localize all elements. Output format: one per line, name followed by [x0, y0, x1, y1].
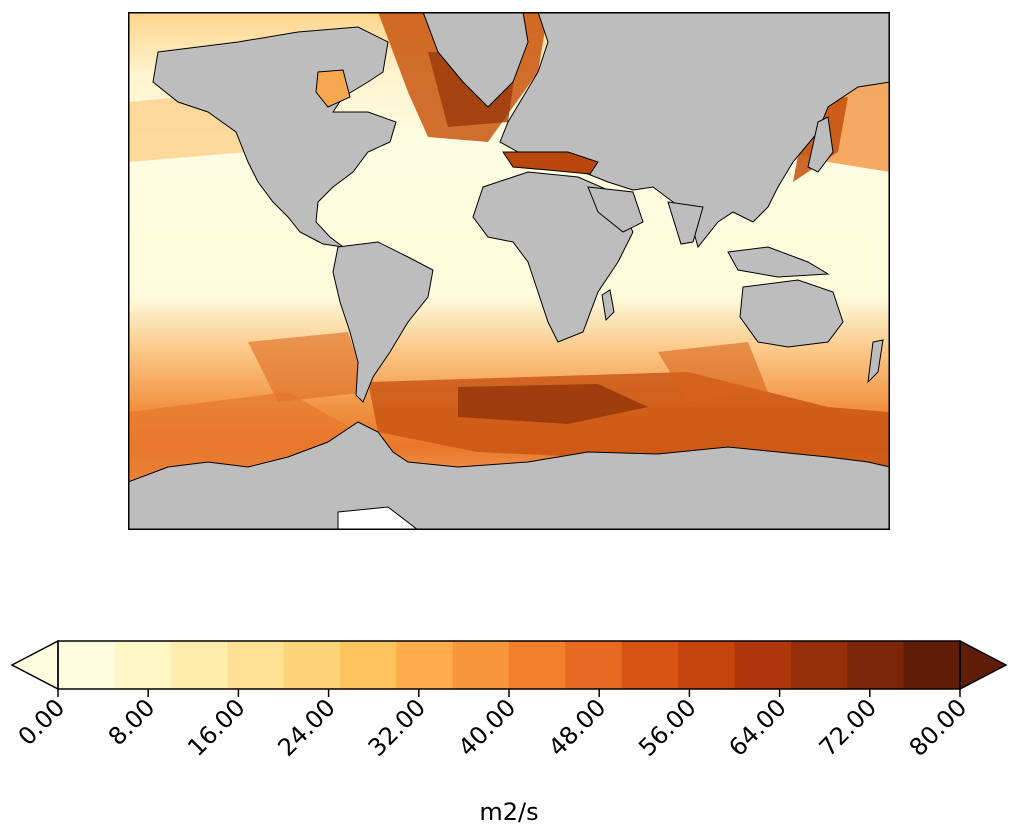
colorbar-bin	[396, 641, 454, 689]
colorbar-extend-min-triangle	[10, 639, 59, 691]
colorbar-bin	[114, 641, 172, 689]
colorbar-ticks: 0.00 8.00 16.00 24.00 32.00 40.00 48.00 56.00 64…	[13, 689, 972, 762]
colorbar-tick-label: 24.00	[272, 693, 340, 761]
colorbar-tick-label: 32.00	[363, 693, 431, 761]
global-map	[128, 12, 890, 530]
india	[667, 201, 704, 245]
antarctic-shelf	[337, 506, 419, 530]
new-zealand	[867, 339, 884, 384]
colorbar-bin	[847, 641, 905, 689]
colorbar-bin	[903, 641, 961, 689]
colorbar-bin	[790, 641, 848, 689]
colorbar-bin	[170, 641, 228, 689]
colorbar-tick-label: 40.00	[453, 693, 521, 761]
colorbar-bins	[58, 641, 961, 689]
colorbar-tick-label: 80.00	[904, 693, 972, 761]
colorbar-unit-label: m2/s	[479, 798, 538, 826]
colorbar-bin	[621, 641, 679, 689]
colorbar-extend-max-triangle	[959, 639, 1008, 691]
colorbar-tick-label: 48.00	[543, 693, 611, 761]
colorbar-tick-label: 64.00	[723, 693, 791, 761]
colorbar-tick-label: 56.00	[633, 693, 701, 761]
colorbar-bin	[452, 641, 510, 689]
africa	[472, 171, 634, 343]
maritime-continent	[727, 246, 830, 278]
colorbar-tick-label: 72.00	[814, 693, 882, 761]
colorbar-bin	[678, 641, 735, 689]
madagascar	[601, 289, 615, 322]
map-border	[128, 12, 890, 530]
colorbar-bin	[227, 641, 284, 689]
arabian-peninsula	[587, 186, 644, 233]
greenland	[422, 12, 529, 108]
australia	[739, 279, 844, 348]
colorbar-bin	[509, 641, 566, 689]
colorbar-bin	[58, 641, 115, 689]
south-america	[332, 241, 434, 403]
antarctica	[128, 421, 890, 530]
colorbar-tick-label: 8.00	[103, 693, 161, 751]
colorbar-bin	[339, 641, 397, 689]
land-masses	[128, 12, 890, 530]
colorbar-tick-label: 16.00	[182, 693, 250, 761]
colorbar: 0.00 8.00 16.00 24.00 32.00 40.00 48.00 56.00 64…	[10, 639, 1008, 826]
colorbar-tick-label: 0.00	[13, 693, 71, 751]
colorbar-bin	[734, 641, 792, 689]
colorbar-bin	[283, 641, 341, 689]
colorbar-bin	[565, 641, 623, 689]
japan	[807, 116, 834, 173]
